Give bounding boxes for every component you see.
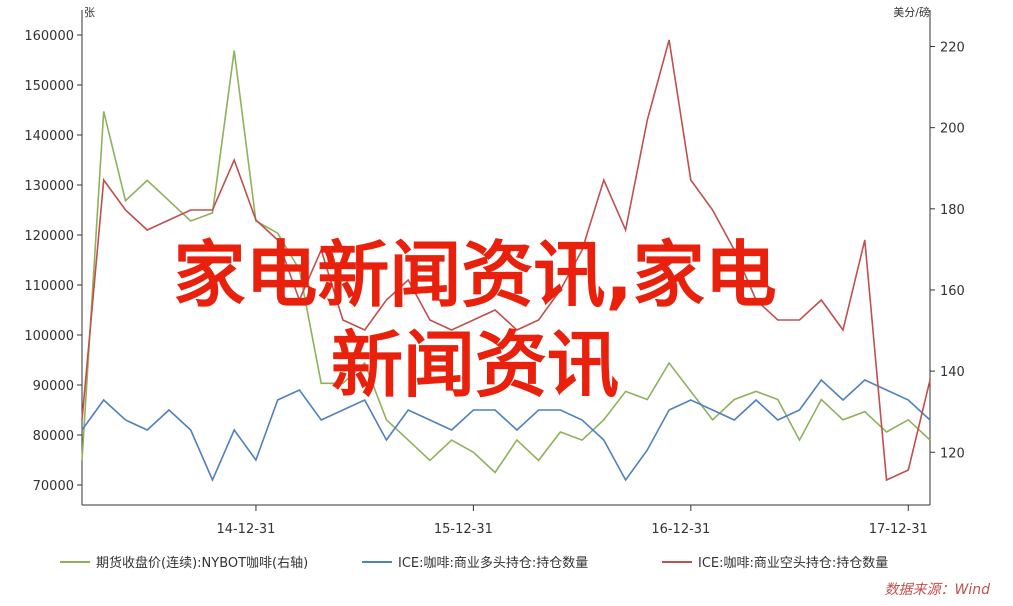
y-tick-label: 100000 <box>24 329 74 344</box>
series-line <box>81 50 931 474</box>
y2-tick-label: 180 <box>940 203 965 218</box>
y-tick-label: 150000 <box>24 79 74 94</box>
y-tick-label: 140000 <box>24 129 74 144</box>
legend-label: 期货收盘价(连续):NYBOT咖啡(右轴) <box>96 555 308 571</box>
source: 数据来源：Wind <box>885 582 991 598</box>
series-line <box>81 39 931 482</box>
x-tick-label: 17-12-31 <box>869 522 928 537</box>
y-tick-label: 110000 <box>24 279 74 294</box>
y2-tick-label: 140 <box>940 365 965 380</box>
y-tick-label: 70000 <box>33 479 74 494</box>
x-tick-label: 14-12-31 <box>216 522 275 537</box>
x-tick-label: 15-12-31 <box>434 522 493 537</box>
y2-tick-label: 120 <box>940 446 965 461</box>
watermark: 家电新闻资讯,家电新闻资讯 <box>173 233 776 407</box>
y2-tick-label: 220 <box>940 41 965 56</box>
y-tick-label: 160000 <box>24 29 74 44</box>
y-tick-label: 130000 <box>24 179 74 194</box>
legend-label: ICE:咖啡:商业空头持仓:持仓数量 <box>698 556 888 571</box>
y2-tick-label: 200 <box>940 122 965 137</box>
y2-tick-label: 160 <box>940 284 965 299</box>
y2-axis-unit: 美分/磅 <box>893 5 930 19</box>
y-tick-label: 120000 <box>24 229 74 244</box>
y-axis-unit: 张 <box>84 6 95 19</box>
x-tick-label: 16-12-31 <box>651 522 710 537</box>
y-tick-label: 90000 <box>33 379 74 394</box>
legend-label: ICE:咖啡:商业多头持仓:持仓数量 <box>398 555 588 571</box>
series-line <box>81 378 931 483</box>
y-tick-label: 80000 <box>33 429 74 444</box>
